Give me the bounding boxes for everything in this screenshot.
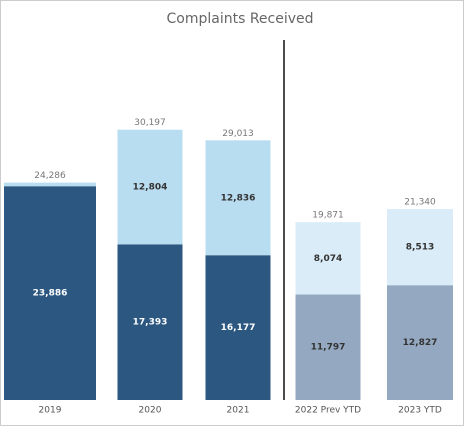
value-label: 16,177 (221, 323, 256, 333)
bar-segment (205, 255, 271, 400)
value-label: 11,797 (311, 343, 346, 353)
x-tick-label: 2023 YTD (398, 406, 442, 416)
x-tick-label: 2019 (39, 406, 62, 416)
value-label: 12,836 (221, 193, 256, 203)
chart-title: Complaints Received (166, 11, 313, 27)
bar-segment (387, 285, 453, 400)
x-tick-label: 2022 Prev YTD (295, 406, 361, 416)
total-label: 30,197 (134, 118, 166, 128)
value-label: 23,886 (33, 289, 68, 299)
bar-segment (117, 129, 183, 245)
bar-segment (4, 182, 96, 187)
bar-segment (295, 294, 361, 400)
total-label: 19,871 (312, 211, 344, 221)
bar-segment (117, 244, 183, 400)
bar-segment (387, 209, 453, 286)
bar-segment (4, 186, 96, 400)
x-tick-label: 2021 (227, 406, 250, 416)
value-label: 17,393 (133, 318, 168, 328)
value-label: 12,827 (403, 338, 438, 348)
x-tick-label: 2020 (139, 406, 162, 416)
value-label: 8,074 (314, 254, 342, 264)
total-label: 24,286 (34, 171, 66, 181)
total-label: 29,013 (222, 129, 254, 139)
value-label: 12,804 (133, 183, 168, 193)
total-label: 21,340 (404, 198, 436, 208)
value-label: 8,513 (406, 243, 434, 253)
bar-segment (205, 140, 271, 256)
bar-segment (295, 222, 361, 295)
